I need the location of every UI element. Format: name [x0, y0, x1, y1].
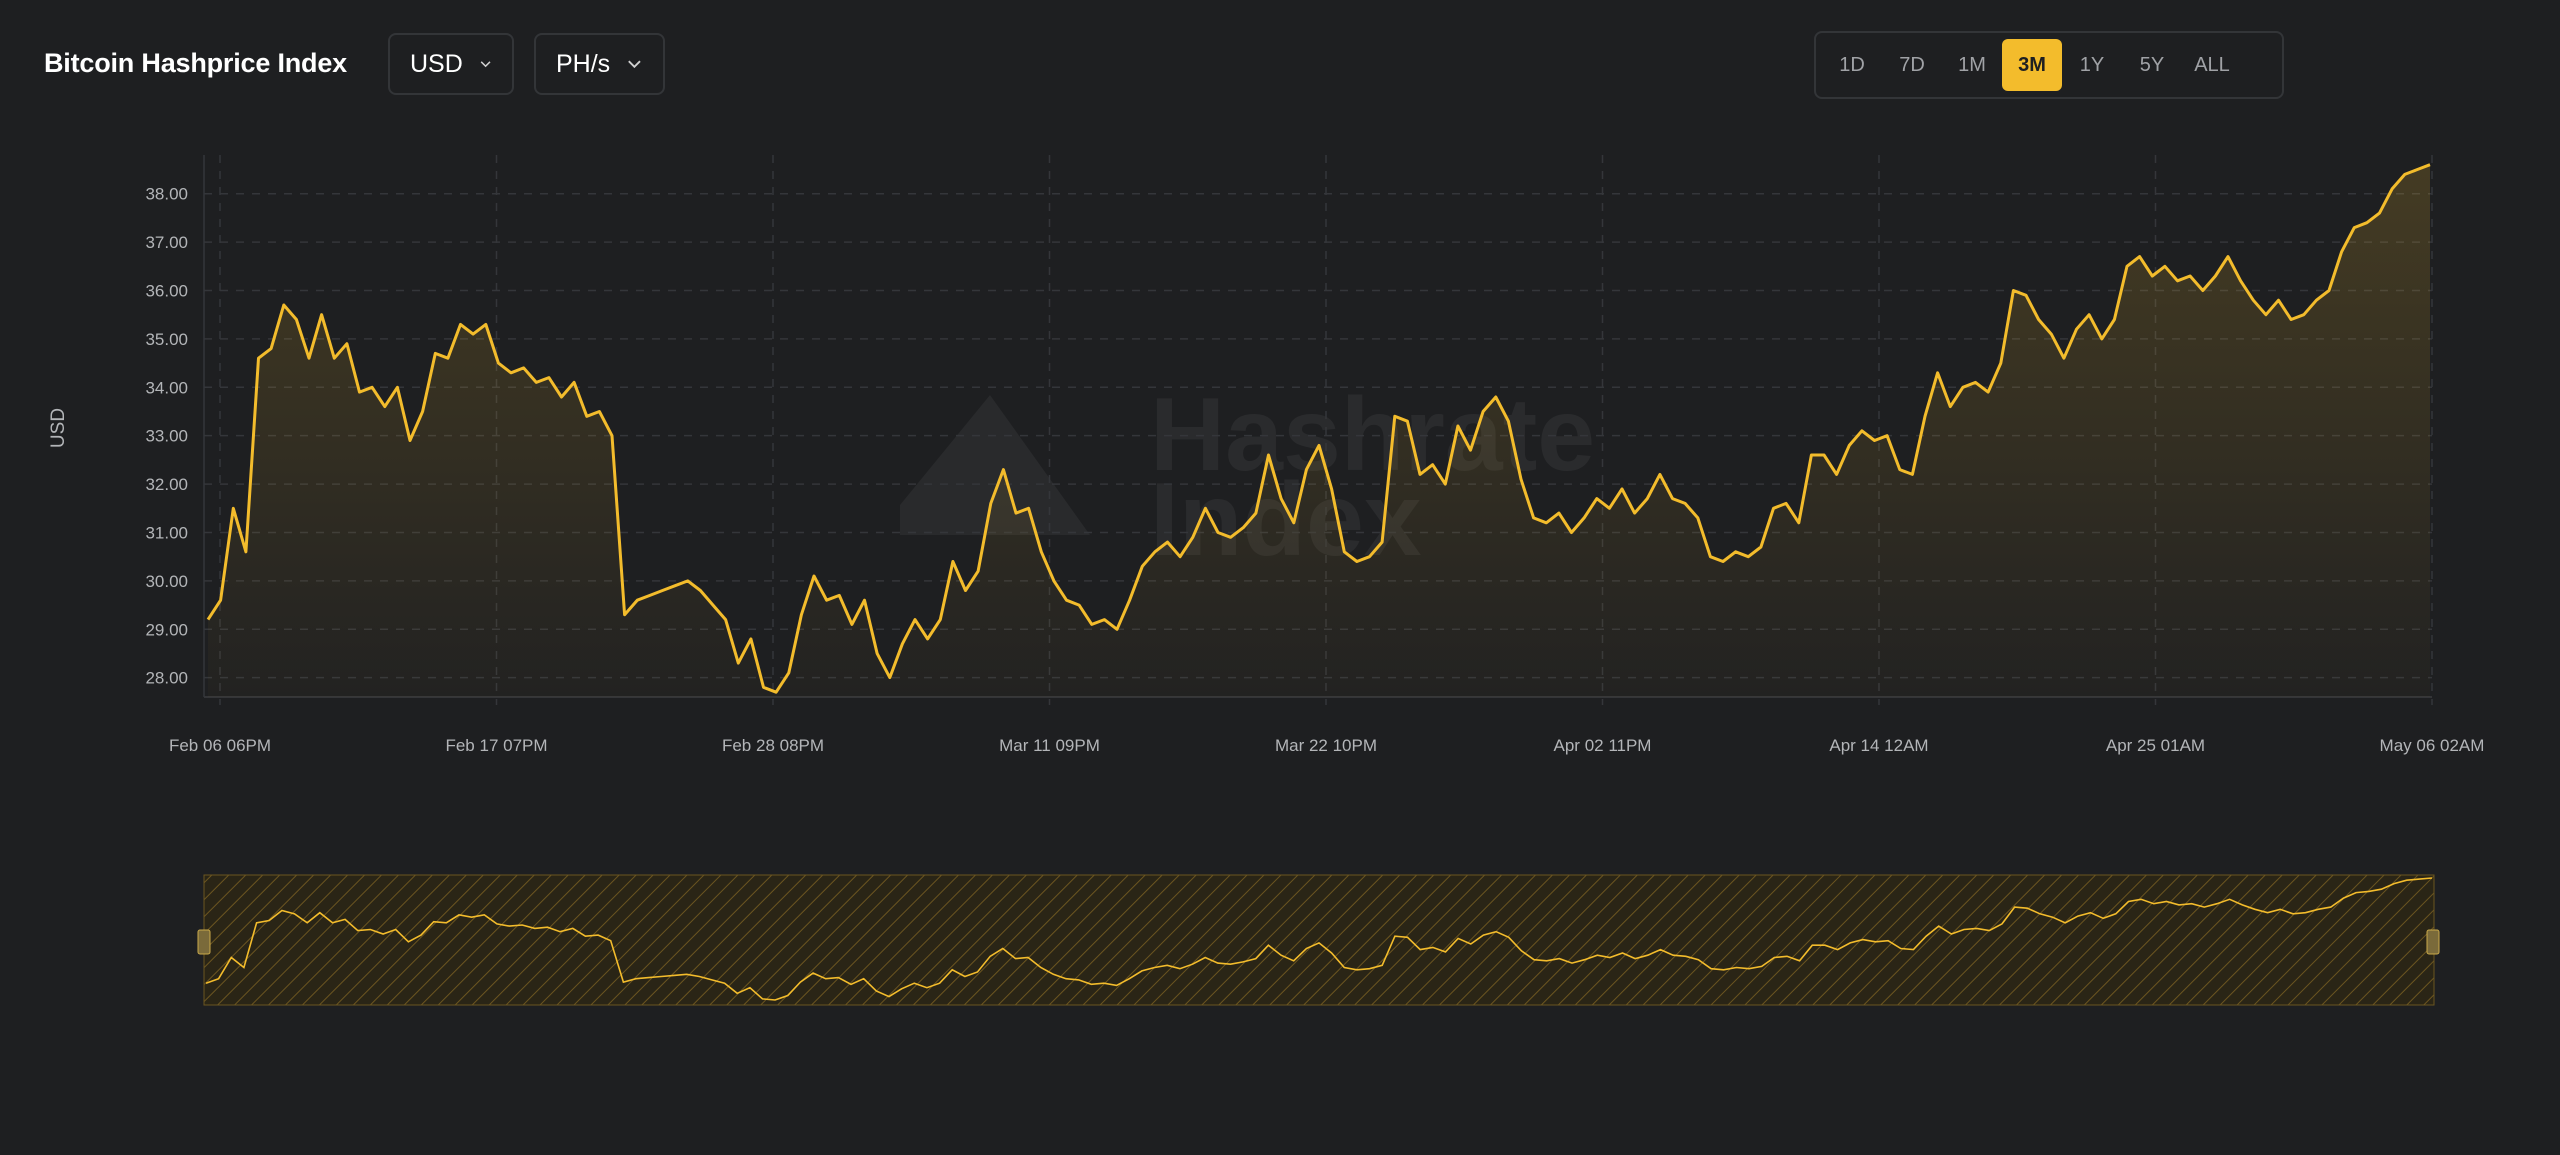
y-tick-label: 31.00: [145, 523, 188, 542]
navigator-left-handle[interactable]: [197, 929, 211, 955]
range-button-3m[interactable]: 3M: [2002, 39, 2062, 91]
x-axis: Feb 06 06PM Feb 17 07PM Feb 28 08PM Mar 11 …: [169, 736, 2484, 755]
unit-dropdown[interactable]: PH/s: [534, 33, 665, 95]
x-tick-label: May 06 02AM: [2380, 736, 2485, 755]
y-tick-label: 29.00: [145, 620, 188, 639]
y-tick-label: 32.00: [145, 475, 188, 494]
chevron-down-icon: [480, 61, 491, 68]
y-axis-label: USD: [48, 408, 69, 448]
x-tick-label: Apr 14 12AM: [1829, 736, 1928, 755]
x-tick-label: Mar 22 10PM: [1275, 736, 1377, 755]
navigator-right-handle[interactable]: [2426, 929, 2440, 955]
range-button-all[interactable]: ALL: [2194, 53, 2230, 76]
range-button-5y[interactable]: 5Y: [2139, 53, 2165, 76]
time-range-selector: 1D 7D 1M 3M 1Y 5Y ALL: [1814, 31, 2284, 99]
y-tick-label: 36.00: [145, 282, 188, 301]
series-area: [208, 164, 2430, 697]
watermark-logo-icon: [900, 395, 1090, 535]
y-axis: 28.00 29.00 30.00 31.00 32.00 33.00 34.00 35.00…: [145, 185, 188, 688]
currency-dropdown[interactable]: USD: [388, 33, 514, 95]
currency-dropdown-value: USD: [410, 49, 463, 78]
unit-dropdown-value: PH/s: [556, 49, 611, 78]
range-button-1d[interactable]: 1D: [1839, 53, 1865, 76]
y-tick-label: 35.00: [145, 330, 188, 349]
y-tick-label: 34.00: [145, 378, 188, 397]
chevron-down-icon: [628, 60, 641, 69]
page-title: Bitcoin Hashprice Index: [44, 48, 347, 78]
y-tick-label: 38.00: [145, 185, 188, 204]
series-line: [206, 163, 2431, 694]
navigator-selection[interactable]: [203, 874, 2435, 1006]
x-tick-label: Feb 28 08PM: [722, 736, 824, 755]
x-tick-label: Mar 11 09PM: [999, 736, 1100, 755]
x-tick-label: Apr 25 01AM: [2106, 736, 2205, 755]
y-tick-label: 28.00: [145, 669, 188, 688]
y-tick-label: 33.00: [145, 427, 188, 446]
header: Bitcoin Hashprice Index USD PH/s 1D 7D 1M 3…: [0, 0, 2560, 130]
x-tick-label: Feb 17 07PM: [445, 736, 547, 755]
x-tick-label: Apr 02 11PM: [1554, 736, 1652, 755]
range-button-7d[interactable]: 7D: [1899, 53, 1925, 76]
range-navigator[interactable]: [197, 874, 2440, 1006]
range-button-1m[interactable]: 1M: [1958, 53, 1986, 76]
y-tick-label: 30.00: [145, 572, 188, 591]
y-tick-label: 37.00: [145, 233, 188, 252]
navigator-series-line: [205, 877, 2433, 1001]
x-tick-label: Feb 06 06PM: [169, 736, 271, 755]
range-button-1y[interactable]: 1Y: [2079, 53, 2105, 76]
